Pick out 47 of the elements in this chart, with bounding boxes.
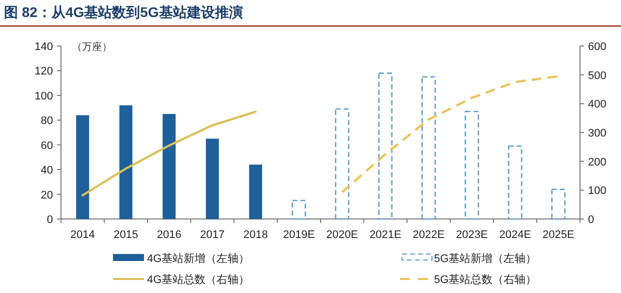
y-tick-label: 120 [34, 66, 53, 78]
legend-label: 5G基站总数（右轴） [434, 273, 537, 286]
y2-tick-label: 600 [588, 41, 606, 53]
bar [464, 110, 480, 220]
y-tick-label: 60 [40, 140, 53, 152]
x-tick-label: 2018 [243, 229, 268, 241]
y-tick-label: 100 [34, 90, 53, 102]
y2-tick-label: 0 [588, 214, 594, 226]
x-tick-label: 2025E [542, 229, 574, 241]
x-tick-label: 2021E [369, 229, 402, 241]
x-tick-label: 2016 [156, 229, 182, 241]
bar [334, 108, 350, 220]
y2-tick-label: 500 [588, 70, 606, 82]
legend-label: 4G基站总数（右轴） [147, 273, 250, 286]
bar [119, 105, 132, 219]
y-tick-label: 40 [40, 164, 53, 177]
line-series [82, 110, 257, 196]
y-tick-label: 140 [34, 41, 53, 53]
bar [292, 200, 306, 220]
y-axis-title: （万座） [72, 41, 112, 53]
legend-label: 5G基站新增（左轴） [434, 252, 537, 265]
bar [421, 76, 436, 220]
x-tick-label: 2022E [412, 229, 445, 241]
bar [206, 138, 219, 219]
legend-label: 4G基站新增（左轴） [147, 252, 250, 265]
bar [508, 145, 522, 220]
bar [249, 164, 262, 219]
line-series [341, 75, 560, 194]
bar [76, 115, 90, 219]
y-tick-label: 0 [46, 214, 53, 226]
x-tick-label: 2024E [499, 229, 532, 241]
chart-title: 图 82：从4G基站数到5G基站建设推演 [4, 4, 243, 20]
x-tick-label: 2019E [282, 229, 315, 241]
x-tick-label: 2014 [70, 229, 95, 241]
y2-tick-label: 300 [588, 128, 606, 140]
y2-tick-label: 200 [588, 156, 606, 168]
x-tick-label: 2020E [326, 229, 358, 241]
bar [551, 188, 566, 220]
y-tick-label: 80 [40, 115, 53, 128]
x-tick-label: 2015 [114, 229, 138, 241]
x-tick-label: 2023E [456, 229, 488, 241]
y2-tick-label: 400 [588, 98, 606, 111]
bar [378, 72, 393, 220]
y2-tick-label: 100 [588, 185, 606, 198]
bar [162, 114, 176, 219]
y-tick-label: 20 [40, 189, 53, 202]
x-tick-label: 2017 [200, 229, 225, 241]
